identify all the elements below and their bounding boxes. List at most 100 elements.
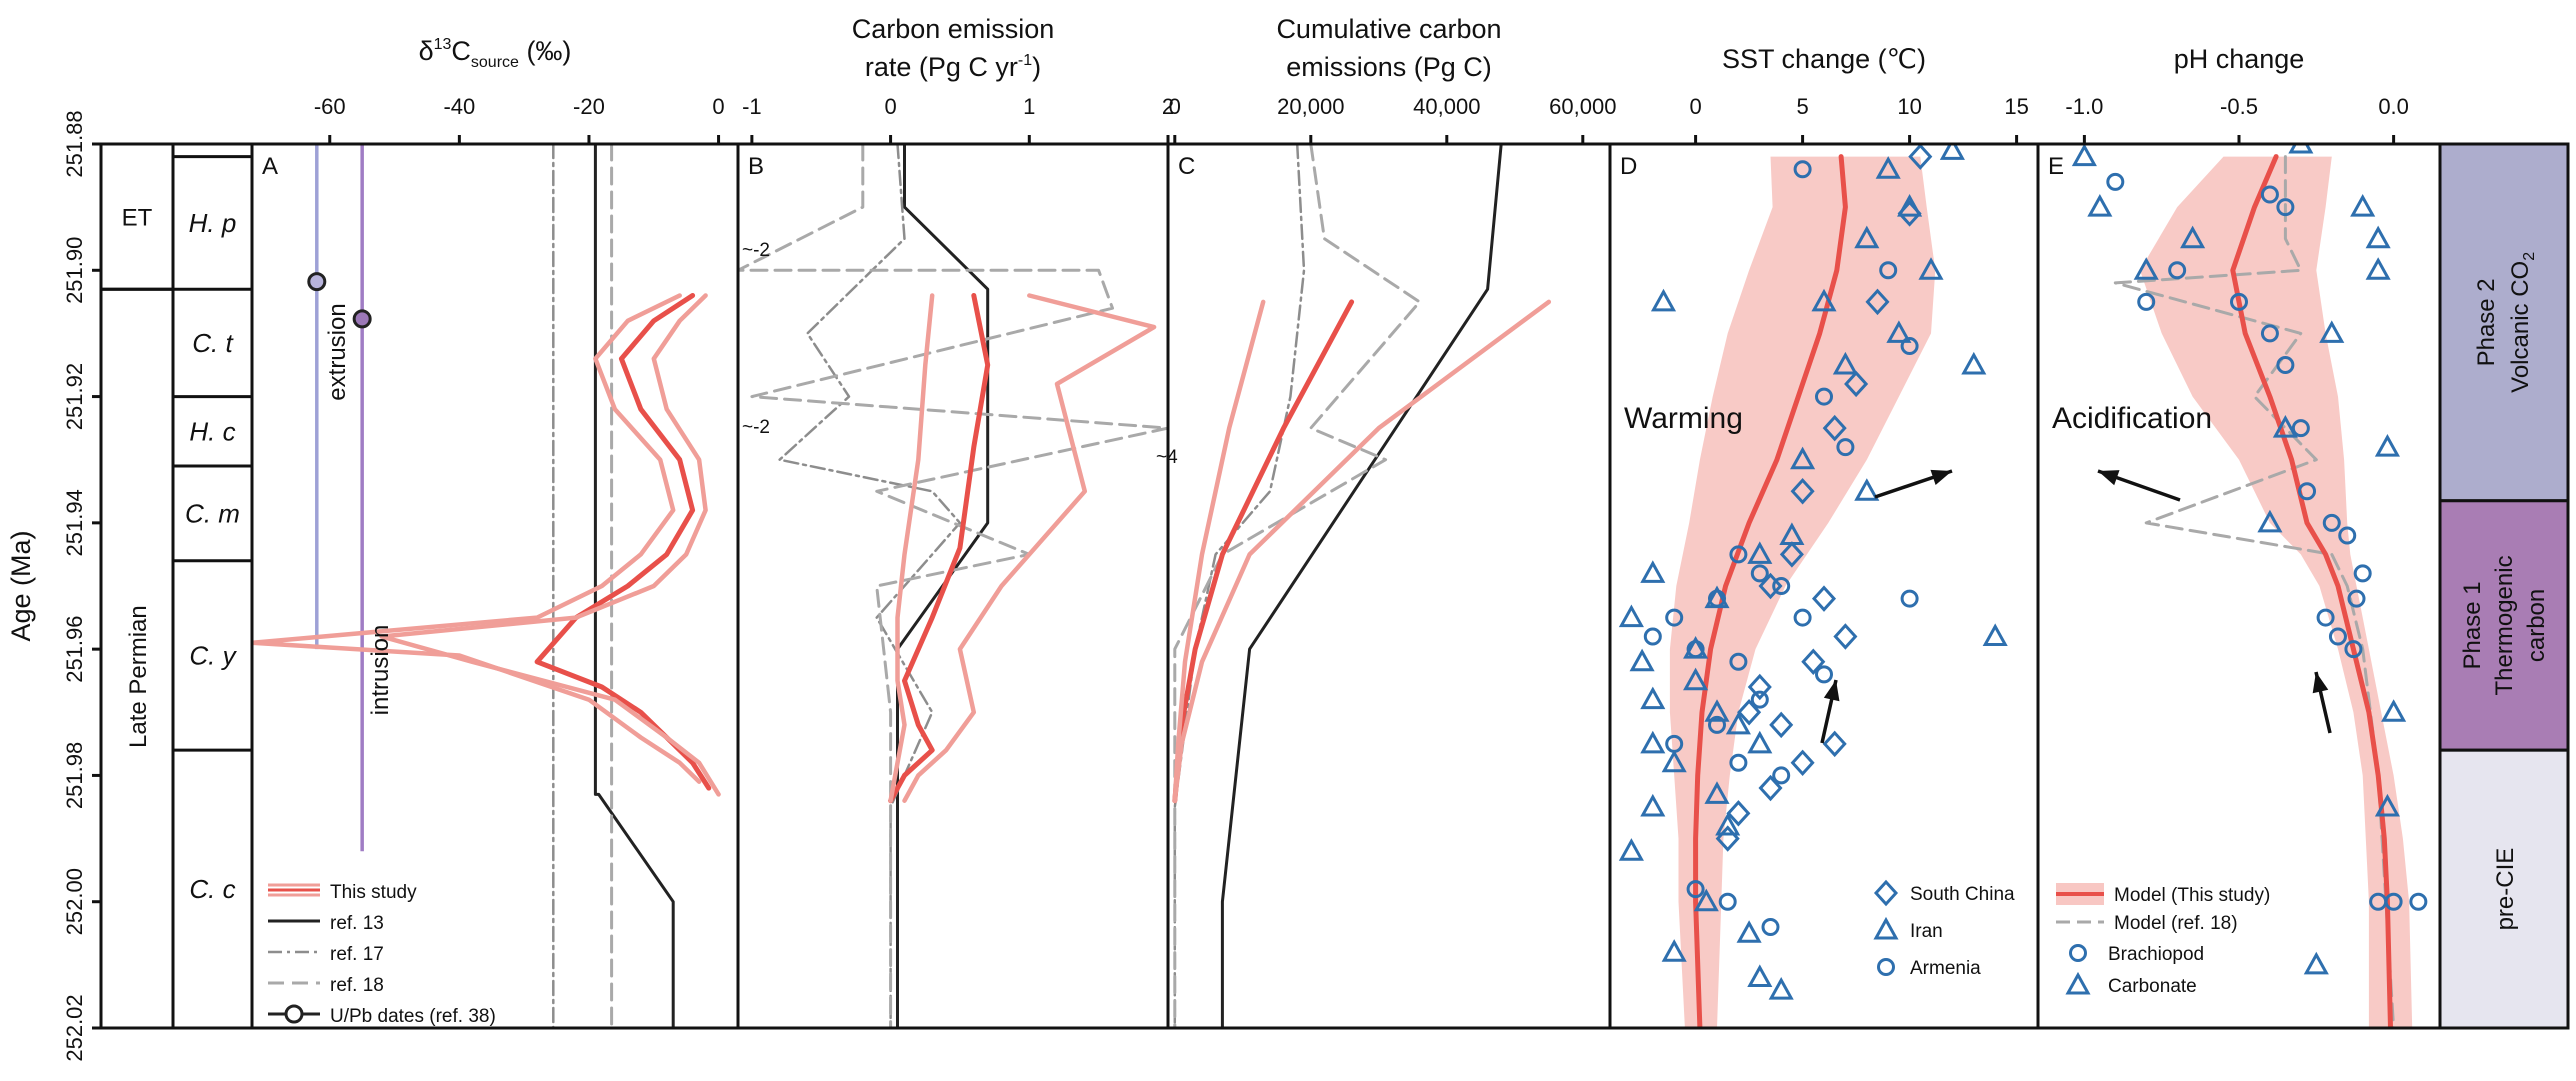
x-tick-label: -20 bbox=[573, 94, 605, 119]
scatter-point bbox=[2272, 415, 2298, 438]
scatter-point bbox=[1900, 589, 1919, 608]
panel-plot-area bbox=[252, 144, 721, 1028]
panel-title: SST change (℃) bbox=[1722, 44, 1926, 74]
scatter-point bbox=[1790, 446, 1816, 470]
scatter-point bbox=[1686, 880, 1705, 899]
scatter-point bbox=[1769, 711, 1794, 739]
scatter-point bbox=[1790, 749, 1815, 777]
y-tick-label: 251.88 bbox=[62, 110, 87, 177]
scatter-point bbox=[1772, 577, 1791, 595]
scatter-point bbox=[2374, 793, 2400, 817]
date-point bbox=[307, 272, 327, 292]
model-uncertainty-band bbox=[2140, 156, 2413, 1028]
x-tick-label: 0 bbox=[712, 94, 724, 119]
series-line bbox=[738, 144, 1168, 1028]
x-tick-label: 15 bbox=[2004, 94, 2028, 119]
x-tick-label: 0 bbox=[1689, 94, 1701, 119]
phase-label-line1: pre-CIE bbox=[2492, 848, 2519, 931]
phase-label-line3: carbon bbox=[2523, 589, 2550, 662]
scatter-point bbox=[1836, 438, 1855, 457]
title-part: rate (Pg C yr bbox=[865, 52, 1018, 82]
panel-letter: E bbox=[2048, 153, 2064, 180]
x-tick-label: 60,000 bbox=[1549, 94, 1616, 119]
panel-e: -1.0 -0.5 0.0 EpH change Acidification Model … bbox=[2036, 44, 2442, 1030]
legend-marker bbox=[2065, 971, 2091, 995]
model-ref18-line bbox=[2113, 155, 2396, 1028]
panel-title: pH change bbox=[2174, 44, 2305, 74]
scatter-point bbox=[2328, 627, 2347, 646]
scatter-point bbox=[1900, 337, 1919, 356]
extrusion-label: extrusion bbox=[324, 303, 351, 400]
panel-letter: C bbox=[1178, 153, 1195, 180]
scatter-point bbox=[1822, 414, 1847, 442]
panel-title-line2: rate (Pg C yr-1) bbox=[865, 52, 1041, 82]
scatter-point bbox=[2316, 608, 2335, 627]
scatter-point bbox=[1844, 370, 1869, 398]
series-line bbox=[593, 144, 675, 1028]
phase-label-line1: Phase 1 bbox=[2459, 581, 2486, 669]
scatter-point bbox=[2260, 324, 2279, 343]
panel-title-line2: emissions (Pg C) bbox=[1286, 52, 1492, 82]
panel-plot-area bbox=[738, 144, 1168, 1028]
panel-plot-area bbox=[2071, 144, 2428, 1028]
model-mean-line bbox=[2230, 154, 2393, 1028]
x-tick-label: 0.0 bbox=[2378, 94, 2409, 119]
scatter-point bbox=[2180, 225, 2206, 249]
scatter-point bbox=[1618, 838, 1644, 861]
scatter-point bbox=[1908, 144, 1933, 170]
scatter-point bbox=[1793, 608, 1812, 627]
phase-column: Phase 2 Volcanic CO2 Phase 1 Thermogenic car… bbox=[2438, 142, 2570, 1030]
scatter-point bbox=[2298, 482, 2317, 501]
scatter-point bbox=[1897, 194, 1923, 217]
title-part: (‰) bbox=[519, 36, 571, 66]
legend-a: This study ref. 13 ref. 17 ref. 18 U/Pb date… bbox=[268, 882, 496, 1027]
scatter-point bbox=[1815, 387, 1833, 406]
scatter-point bbox=[1693, 888, 1719, 912]
phase-label-line1: Phase 2 bbox=[2473, 278, 2500, 366]
phase-block bbox=[2438, 499, 2570, 752]
series-line bbox=[778, 144, 962, 1028]
scatter-point bbox=[1629, 648, 1655, 672]
scatter-point bbox=[1618, 604, 1644, 628]
legend-label: Iran bbox=[1910, 921, 1943, 942]
panel-letter: D bbox=[1620, 153, 1637, 180]
arrow-head bbox=[1823, 680, 1840, 702]
x-tick-label: 5 bbox=[1796, 94, 1808, 119]
legend-label: U/Pb dates (ref. 38) bbox=[330, 1006, 496, 1027]
scatter-point bbox=[1729, 753, 1748, 772]
series-line bbox=[888, 293, 991, 804]
x-tick-label: 10 bbox=[1897, 94, 1921, 119]
y-tick-label: 251.96 bbox=[62, 615, 87, 682]
y-axis: 251.88 251.90 251.92 251.94 251.96 251.98 252.… bbox=[6, 110, 103, 1062]
series-line bbox=[534, 293, 712, 791]
scatter-point bbox=[2260, 185, 2279, 204]
scatter-point bbox=[1875, 156, 1901, 179]
scatter-point bbox=[2276, 356, 2295, 374]
scatter-point bbox=[2137, 292, 2156, 311]
scatter-point bbox=[1758, 572, 1783, 600]
scatter-point bbox=[1640, 730, 1666, 754]
x-tick-label: -0.5 bbox=[2220, 94, 2258, 119]
series-line bbox=[1172, 299, 1552, 803]
scatter-point bbox=[2071, 144, 2097, 167]
scatter-point bbox=[1854, 478, 1880, 501]
x-tick-label: 40,000 bbox=[1413, 94, 1480, 119]
panel-title-line1: Carbon emission bbox=[852, 14, 1055, 44]
y-tick-label: 251.90 bbox=[62, 237, 87, 304]
scatter-point bbox=[1768, 977, 1794, 1000]
legend-label: This study bbox=[330, 882, 417, 903]
date-point bbox=[352, 309, 372, 329]
series-line bbox=[252, 293, 702, 784]
scatter-point bbox=[1747, 541, 1773, 564]
x-tick-label: -1.0 bbox=[2065, 94, 2103, 119]
zone-label: C. c bbox=[189, 874, 235, 904]
scatter-point bbox=[2106, 172, 2125, 191]
scatter-point bbox=[2365, 257, 2391, 280]
phase-subscript: 2 bbox=[2521, 252, 2538, 261]
scatter-point bbox=[1982, 623, 2008, 647]
scatter-point bbox=[1811, 288, 1837, 312]
x-tick-label: 2 bbox=[1162, 94, 1174, 119]
scatter-point bbox=[1886, 320, 1912, 343]
acidification-arrow-lower bbox=[2312, 671, 2332, 734]
